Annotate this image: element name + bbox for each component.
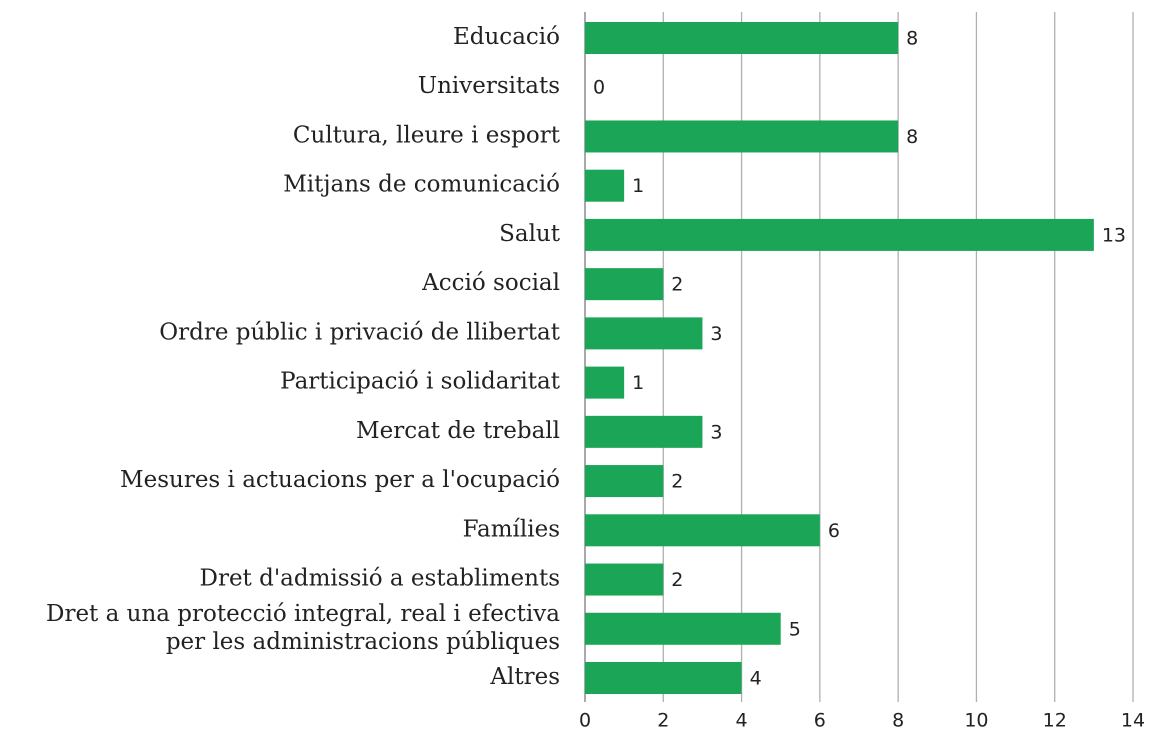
x-tick-label: 0 [579,710,591,732]
y-tick-label: Famílies [463,516,560,542]
data-label: 6 [828,520,840,542]
x-tick-label: 2 [657,710,669,732]
y-tick-label: Acció social [421,270,560,296]
data-label: 13 [1102,224,1126,246]
y-tick-label: Participació i solidaritat [280,369,561,395]
y-tick-label: Cultura, lleure i esport [293,122,561,148]
y-tick-label: Mesures i actuacions per a l'ocupació [120,467,560,493]
bar [585,366,625,399]
data-label: 5 [789,618,801,640]
data-label: 3 [710,421,722,443]
y-tick-label: Universitats [418,73,560,99]
data-label: 8 [906,28,918,50]
data-label: 2 [671,274,683,296]
x-tick-label: 6 [814,710,826,732]
data-label: 1 [632,372,644,394]
data-label: 2 [671,471,683,493]
bar [585,563,664,596]
bar [585,268,664,301]
y-tick-label: Dret a una protecció integral, real i ef… [46,601,560,655]
data-label: 2 [671,569,683,591]
y-tick-label: Ordre públic i privació de llibertat [159,319,560,345]
y-tick-label: Salut [499,221,561,247]
bar [585,169,625,202]
bar [585,317,703,350]
data-label: 0 [593,77,605,99]
x-tick-label: 12 [1043,710,1067,732]
y-tick-label: Altres [489,664,560,690]
y-tick-label: Mitjans de comunicació [283,172,560,198]
bar [585,514,820,547]
bar [585,218,1094,251]
x-tick-label: 4 [736,710,748,732]
x-tick-label: 14 [1121,710,1145,732]
y-tick-label: Dret d'admissió a establiments [200,566,560,592]
x-tick-label: 10 [964,710,988,732]
bar [585,465,664,498]
data-label: 1 [632,175,644,197]
data-label: 8 [906,126,918,148]
bar [585,662,742,694]
bar [585,612,781,645]
y-tick-label: Educació [453,24,560,50]
y-tick-label: Mercat de treball [356,418,560,444]
data-label: 4 [750,668,762,690]
x-tick-label: 8 [892,710,904,732]
bar [585,22,899,54]
bar [585,120,899,153]
data-label: 3 [710,323,722,345]
bar [585,415,703,448]
